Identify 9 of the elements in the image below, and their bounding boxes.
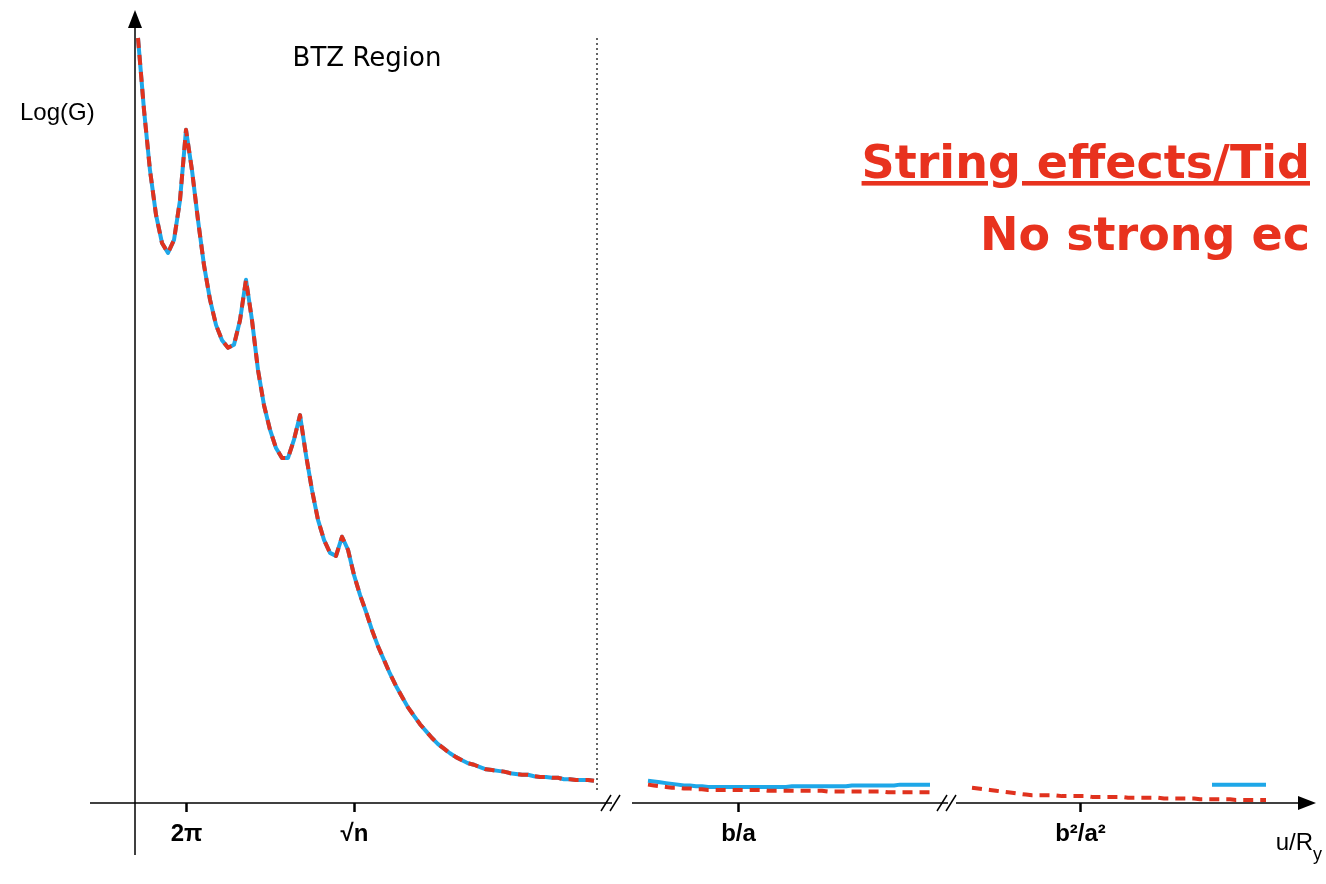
x-tick-label: b/a	[721, 819, 757, 847]
annotation: BTZ Region	[292, 42, 442, 72]
x-tick-label: √n	[340, 819, 369, 847]
x-tick-label: 2π	[170, 819, 203, 847]
annotation: String effects/Tid	[861, 135, 1310, 189]
y-axis-title: Log(G)	[20, 98, 95, 125]
annotation: No strong ec	[980, 207, 1310, 261]
x-axis-title: u/R$_{y}$	[1275, 828, 1322, 864]
x-tick-label: b²/a²	[1055, 819, 1106, 847]
